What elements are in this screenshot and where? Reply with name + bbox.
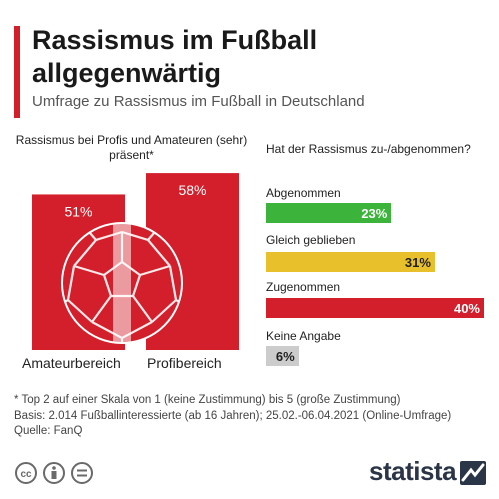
statista-logo-icon[interactable] [460, 461, 486, 485]
left-chart-title: Rassismus bei Profis und Amateuren (sehr… [15, 133, 248, 162]
bar-amateurbereich [32, 194, 125, 350]
hbar-value-label: 23% [361, 206, 388, 221]
title-accent-bar [14, 26, 20, 118]
cc-icon: cc [15, 462, 37, 484]
hbar-value-label: 40% [453, 301, 480, 316]
hbar [266, 252, 435, 272]
soccer-ball-icon [61, 222, 183, 344]
hbar [266, 203, 392, 223]
by-person-icon [43, 462, 65, 484]
hbar [266, 298, 484, 318]
bar-value-label: 58% [178, 182, 206, 198]
footnote-scale: * Top 2 auf einer Skala von 1 (keine Zus… [14, 394, 401, 406]
license-icons[interactable]: cc [14, 460, 104, 486]
right-chart-title: Hat der Rassismus zu-/abgenommen? [266, 142, 471, 156]
page-subtitle: Umfrage zu Rassismus im Fußball in Deuts… [32, 93, 365, 110]
footnote-source: Quelle: FanQ [14, 425, 83, 437]
page-title: Rassismus im Fußball allgegenwärtig [32, 25, 318, 88]
footnotes: * Top 2 auf einer Skala von 1 (keine Zus… [14, 393, 494, 440]
hbar-category-label: Abgenommen [266, 186, 341, 200]
hbar-category-label: Keine Angabe [266, 329, 341, 343]
statista-brand[interactable]: statista [369, 456, 457, 486]
hbar-category-label: Zugenommen [266, 280, 341, 294]
bar-profibereich [146, 173, 239, 350]
hbar-category-label: Gleich geblieben [266, 233, 356, 247]
bar-value-label: 51% [64, 203, 92, 219]
svg-text:cc: cc [20, 469, 32, 480]
nd-equals-icon [71, 462, 93, 484]
category-label-profi: Profibereich [147, 355, 222, 371]
hbar [266, 346, 299, 366]
hbar-value-label: 31% [404, 255, 431, 270]
footnote-basis: Basis: 2.014 Fußballinteressierte (ab 16… [14, 409, 452, 422]
category-label-amateur: Amateurbereich [22, 355, 121, 371]
hbar-value-label: 6% [275, 349, 295, 364]
